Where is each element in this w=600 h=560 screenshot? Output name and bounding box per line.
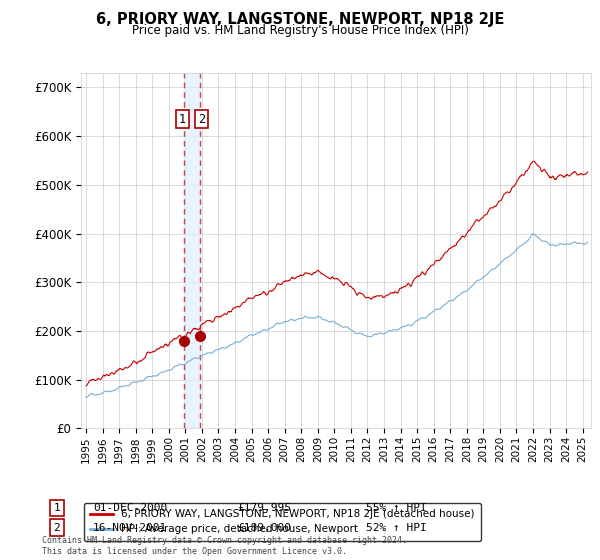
Text: 55% ↑ HPI: 55% ↑ HPI <box>366 503 427 513</box>
Text: 1: 1 <box>53 503 61 513</box>
Text: 2: 2 <box>198 113 205 125</box>
Text: Contains HM Land Registry data © Crown copyright and database right 2024.
This d: Contains HM Land Registry data © Crown c… <box>42 536 407 556</box>
Text: 1: 1 <box>179 113 186 125</box>
Legend: 6, PRIORY WAY, LANGSTONE, NEWPORT, NP18 2JE (detached house), HPI: Average price: 6, PRIORY WAY, LANGSTONE, NEWPORT, NP18 … <box>83 503 481 540</box>
Text: £179,995: £179,995 <box>237 503 291 513</box>
Text: 01-DEC-2000: 01-DEC-2000 <box>93 503 167 513</box>
Text: 52% ↑ HPI: 52% ↑ HPI <box>366 522 427 533</box>
Text: 6, PRIORY WAY, LANGSTONE, NEWPORT, NP18 2JE: 6, PRIORY WAY, LANGSTONE, NEWPORT, NP18 … <box>96 12 504 27</box>
Text: 16-NOV-2001: 16-NOV-2001 <box>93 522 167 533</box>
Text: £189,000: £189,000 <box>237 522 291 533</box>
Text: 2: 2 <box>53 522 61 533</box>
Bar <box>184 73 200 428</box>
Text: Price paid vs. HM Land Registry's House Price Index (HPI): Price paid vs. HM Land Registry's House … <box>131 24 469 36</box>
